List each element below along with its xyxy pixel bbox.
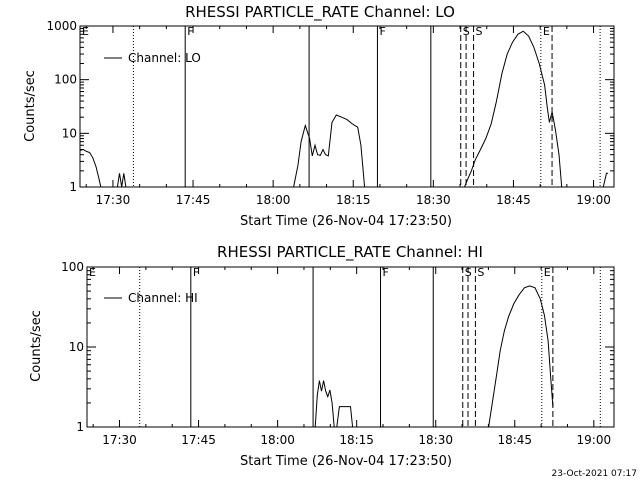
- y-tick-label: 1000: [46, 19, 77, 33]
- x-tick-label: 18:15: [339, 433, 374, 447]
- event-marker-label: E: [544, 266, 551, 279]
- y-tick-label: 100: [54, 73, 77, 87]
- lo-channel-panel: RHESSI PARTICLE_RATE Channel: LO Start Ti…: [23, 3, 615, 229]
- series-line: [488, 285, 554, 428]
- event-marker-label: E: [82, 25, 89, 38]
- y-tick-label: 10: [62, 126, 77, 140]
- event-marker-label: F: [383, 266, 389, 279]
- footer-timestamp: 23-Oct-2021 07:17: [552, 469, 637, 479]
- x-tick-label: 17:30: [96, 193, 131, 207]
- x-tick-label: 19:00: [577, 433, 612, 447]
- y-tick-label: 1: [76, 420, 84, 434]
- x-tick-label: 17:45: [181, 433, 216, 447]
- series-line: [314, 380, 335, 428]
- legend-label: Channel: LO: [128, 51, 201, 65]
- x-axis-label: Start Time (26-Nov-04 17:23:50): [240, 214, 452, 229]
- series-line: [79, 148, 102, 188]
- legend-label: Channel: HI: [128, 291, 198, 305]
- y-axis-label: Counts/sec: [29, 310, 44, 382]
- event-marker-label: F: [379, 25, 385, 38]
- event-marker-label: S: [477, 266, 484, 279]
- series-line: [464, 30, 563, 188]
- x-tick-label: 18:30: [416, 193, 451, 207]
- x-tick-label: 17:45: [176, 193, 211, 207]
- event-marker-label: S: [476, 25, 483, 38]
- event-marker-label: F: [193, 266, 199, 279]
- chart-title: RHESSI PARTICLE_RATE Channel: HI: [217, 243, 483, 262]
- chart-title: RHESSI PARTICLE_RATE Channel: LO: [185, 3, 455, 22]
- x-tick-label: 18:00: [256, 193, 291, 207]
- x-tick-label: 18:45: [497, 433, 532, 447]
- x-tick-label: 19:00: [576, 193, 611, 207]
- series-line: [602, 172, 609, 188]
- x-axis-label: Start Time (26-Nov-04 17:23:50): [240, 454, 452, 469]
- y-tick-label: 10: [69, 340, 84, 354]
- x-tick-label: 18:00: [260, 433, 295, 447]
- series-line: [293, 114, 366, 188]
- plot-frame: [79, 25, 615, 188]
- x-tick-label: 18:15: [336, 193, 371, 207]
- series-line: [116, 173, 127, 188]
- x-tick-label: 18:30: [418, 433, 453, 447]
- y-tick-label: 1: [69, 180, 77, 194]
- series-line: [336, 406, 354, 428]
- event-marker-label: F: [187, 25, 193, 38]
- event-marker-label: E: [89, 266, 96, 279]
- y-axis-label: Counts/sec: [23, 70, 38, 142]
- hi-channel-panel: RHESSI PARTICLE_RATE Channel: HI Start Ti…: [29, 243, 615, 469]
- x-tick-label: 17:30: [102, 433, 137, 447]
- event-marker-label: E: [543, 25, 550, 38]
- x-tick-label: 18:45: [496, 193, 531, 207]
- y-tick-label: 100: [61, 260, 84, 274]
